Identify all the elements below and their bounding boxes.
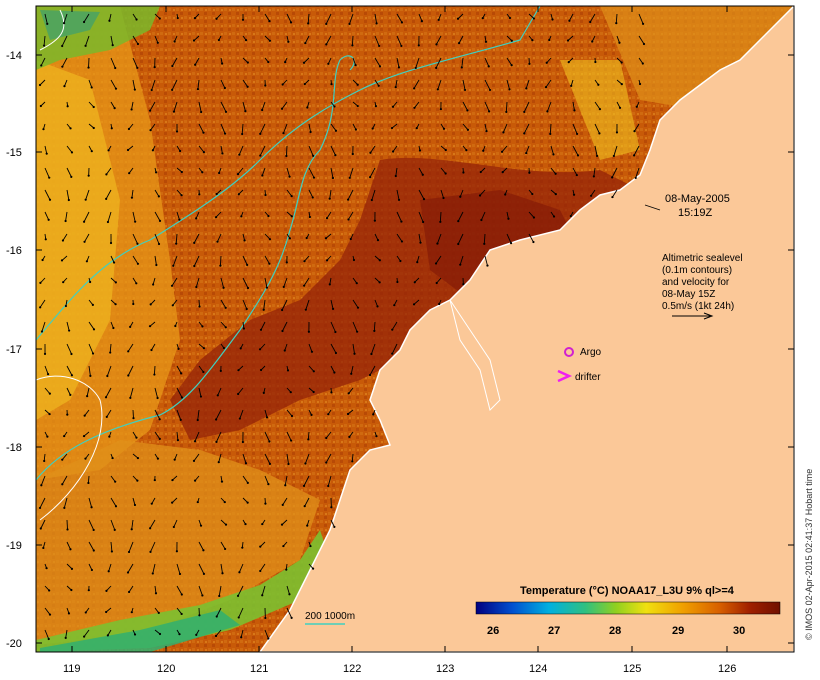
altimetry-note: Altimetric sealevel (0.1m contours) and … xyxy=(662,253,743,320)
latitude-tick-label: -15 xyxy=(6,147,22,159)
colorbar-tick: 29 xyxy=(672,625,684,637)
latitude-tick-label: -20 xyxy=(6,638,22,650)
contour-200m xyxy=(36,6,541,341)
colorbar-tick: 27 xyxy=(548,625,560,637)
argo-label: Argo xyxy=(580,347,602,358)
drifter-label: drifter xyxy=(575,372,601,383)
latitude-tick-label: -14 xyxy=(6,50,22,62)
velocity-arrows xyxy=(38,13,646,641)
altimetry-line-3: and velocity for xyxy=(662,277,730,288)
longitude-tick-label: 119 xyxy=(63,663,81,675)
depth-legend: 200 1000m xyxy=(305,611,355,625)
longitude-tick-label: 124 xyxy=(529,663,547,675)
credit-text: © IMOS 02-Apr-2015 02:41:37 Hobart time xyxy=(804,469,814,640)
argo-legend: Argo xyxy=(564,347,602,358)
latitude-tick-label: -19 xyxy=(6,540,22,552)
colorbar-tick: 30 xyxy=(733,625,745,637)
colorbar-tick: 28 xyxy=(609,625,621,637)
scale-arrow-icon xyxy=(703,312,714,320)
colorbar-tick: 26 xyxy=(487,625,499,637)
time-text: 15:19Z xyxy=(678,207,713,219)
longitude-tick-label: 126 xyxy=(718,663,736,675)
longitude-tick-label: 121 xyxy=(250,663,268,675)
longitude-tick-label: 125 xyxy=(623,663,641,675)
altimetry-line-5: 0.5m/s (1kt 24h) xyxy=(662,301,734,312)
sea-surface-temperature-field xyxy=(36,6,794,652)
altimetry-line-4: 08-May 15Z xyxy=(662,289,715,300)
longitude-axis: 119 120 121 122 123 124 125 126 xyxy=(63,6,736,675)
colorbar-title: Temperature (°C) NOAA17_L3U 9% ql>=4 xyxy=(520,585,735,597)
argo-circle-icon xyxy=(564,347,574,357)
latitude-tick-label: -17 xyxy=(6,344,22,356)
latitude-tick-label: -16 xyxy=(6,245,22,257)
altimetry-line-2: (0.1m contours) xyxy=(662,265,732,276)
drifter-chevron-icon xyxy=(557,369,573,383)
latitude-tick-label: -18 xyxy=(6,442,22,454)
drifter-legend: drifter xyxy=(557,369,601,383)
depth-legend-text: 200 1000m xyxy=(305,611,355,622)
latitude-axis: -14 -15 -16 -17 -18 -19 -20 xyxy=(6,50,794,650)
date-text: 08-May-2005 xyxy=(665,193,730,205)
longitude-tick-label: 120 xyxy=(157,663,175,675)
timestamp-label: 08-May-2005 15:19Z xyxy=(644,193,730,219)
land-mass xyxy=(259,6,794,652)
colorbar: Temperature (°C) NOAA17_L3U 9% ql>=4 26 … xyxy=(475,585,781,637)
longitude-tick-label: 122 xyxy=(343,663,361,675)
altimetry-line-1: Altimetric sealevel xyxy=(662,253,743,264)
contour-1000m xyxy=(36,55,355,481)
longitude-tick-label: 123 xyxy=(436,663,454,675)
